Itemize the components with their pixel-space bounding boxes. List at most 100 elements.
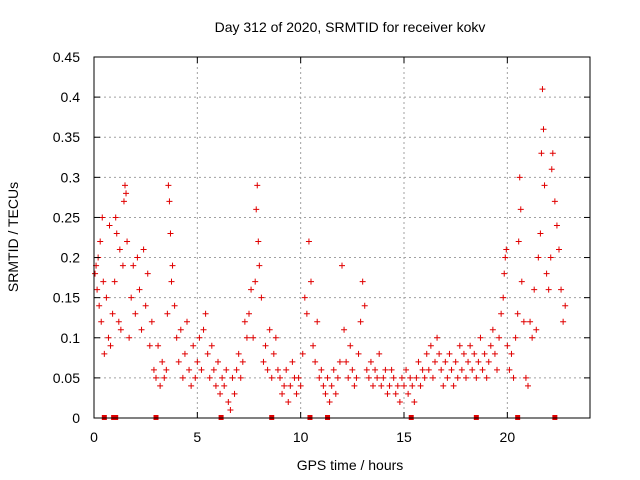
data-point-85 xyxy=(241,318,248,325)
data-point-197 xyxy=(469,366,476,373)
data-point-172 xyxy=(417,382,424,389)
data-point-9 xyxy=(101,350,108,357)
data-point-236 xyxy=(539,86,546,93)
data-point-160 xyxy=(392,390,399,397)
data-point-186 xyxy=(446,350,453,357)
data-point-0 xyxy=(92,270,99,277)
data-point-138 xyxy=(347,342,354,349)
data-point-42 xyxy=(159,358,166,365)
data-point-149 xyxy=(370,382,376,389)
data-point-239 xyxy=(543,270,550,277)
data-point-158 xyxy=(388,366,395,373)
data-point-69 xyxy=(208,342,215,349)
data-point-79 xyxy=(229,374,236,381)
data-point-24 xyxy=(123,190,130,197)
data-point-212 xyxy=(500,294,507,301)
data-point-181 xyxy=(436,350,443,357)
data-point-130 xyxy=(330,366,337,373)
data-point-76 xyxy=(223,366,230,373)
data-point-66 xyxy=(202,310,209,317)
y-tick-label-7: 0.35 xyxy=(53,129,80,145)
data-point-225 xyxy=(518,278,525,285)
data-point-203 xyxy=(481,350,488,357)
data-point-235 xyxy=(538,150,545,157)
data-point-234 xyxy=(537,230,544,237)
data-point-27 xyxy=(128,294,135,301)
data-point-14 xyxy=(109,310,116,317)
data-point-232 xyxy=(533,326,540,333)
data-point-97 xyxy=(262,342,269,349)
data-point-146 xyxy=(363,366,370,373)
data-point-95 xyxy=(258,294,265,301)
x-tick-label-1: 5 xyxy=(193,429,201,445)
data-point-142 xyxy=(355,350,362,357)
data-point-145 xyxy=(361,302,368,309)
data-point-43 xyxy=(161,374,168,381)
data-point-15 xyxy=(111,278,118,285)
data-point-180 xyxy=(434,334,441,341)
data-point-129 xyxy=(328,382,335,389)
data-point-157 xyxy=(386,382,393,389)
x-axis-label: GPS time / hours xyxy=(297,457,404,473)
data-point-137 xyxy=(345,374,352,381)
data-point-174 xyxy=(421,374,428,381)
data-point-74 xyxy=(219,374,226,381)
data-point-36 xyxy=(146,342,153,349)
data-point-61 xyxy=(192,374,199,381)
data-point-147 xyxy=(365,374,372,381)
data-point-150 xyxy=(372,366,379,373)
data-point-128 xyxy=(326,398,333,405)
data-point-121 xyxy=(312,358,319,365)
data-point-199 xyxy=(473,374,480,381)
data-point-25 xyxy=(124,238,131,245)
data-point-170 xyxy=(413,374,420,381)
data-point-26 xyxy=(126,334,133,341)
data-point-182 xyxy=(438,366,445,373)
data-point-144 xyxy=(359,278,366,285)
data-point-54 xyxy=(177,326,184,333)
data-point-59 xyxy=(188,382,195,389)
data-point-184 xyxy=(442,358,449,365)
data-point-65 xyxy=(200,326,207,333)
data-point-188 xyxy=(450,382,457,389)
grid-lines xyxy=(94,57,590,418)
data-point-108 xyxy=(285,398,292,405)
data-point-162 xyxy=(396,398,403,405)
data-point-202 xyxy=(479,366,486,373)
data-point-4 xyxy=(96,302,103,309)
data-point-41 xyxy=(157,382,164,389)
x-tick-label-2: 10 xyxy=(293,429,309,445)
data-point-151 xyxy=(374,374,381,381)
data-point-105 xyxy=(279,390,286,397)
data-point-156 xyxy=(384,390,391,397)
data-point-231 xyxy=(531,286,538,293)
data-point-88 xyxy=(248,286,255,293)
data-point-226 xyxy=(520,318,527,325)
data-point-63 xyxy=(196,334,203,341)
data-point-77 xyxy=(225,398,232,405)
data-point-112 xyxy=(293,390,300,397)
data-point-71 xyxy=(212,382,219,389)
data-point-38 xyxy=(150,366,157,373)
data-point-55 xyxy=(179,374,186,381)
data-point-118 xyxy=(305,238,312,245)
data-point-57 xyxy=(184,318,190,325)
y-axis-ticks: 0 0.05 0.1 0.15 0.2 0.25 0.3 0.35 0.4 0.45 xyxy=(53,49,590,426)
data-point-213 xyxy=(501,270,508,277)
data-point-249 xyxy=(562,302,569,309)
data-point-246 xyxy=(556,246,562,253)
data-point-211 xyxy=(498,310,505,317)
data-point-178 xyxy=(429,374,436,381)
data-point-75 xyxy=(221,382,228,389)
y-tick-label-3: 0.15 xyxy=(53,290,80,306)
data-point-242 xyxy=(548,166,555,173)
data-point-10 xyxy=(103,294,110,301)
data-point-60 xyxy=(190,342,197,349)
data-point-195 xyxy=(465,358,472,365)
data-point-102 xyxy=(272,334,279,341)
data-point-100 xyxy=(268,374,275,381)
data-point-169 xyxy=(411,398,418,405)
data-point-206 xyxy=(487,342,494,349)
data-point-96 xyxy=(260,358,267,365)
